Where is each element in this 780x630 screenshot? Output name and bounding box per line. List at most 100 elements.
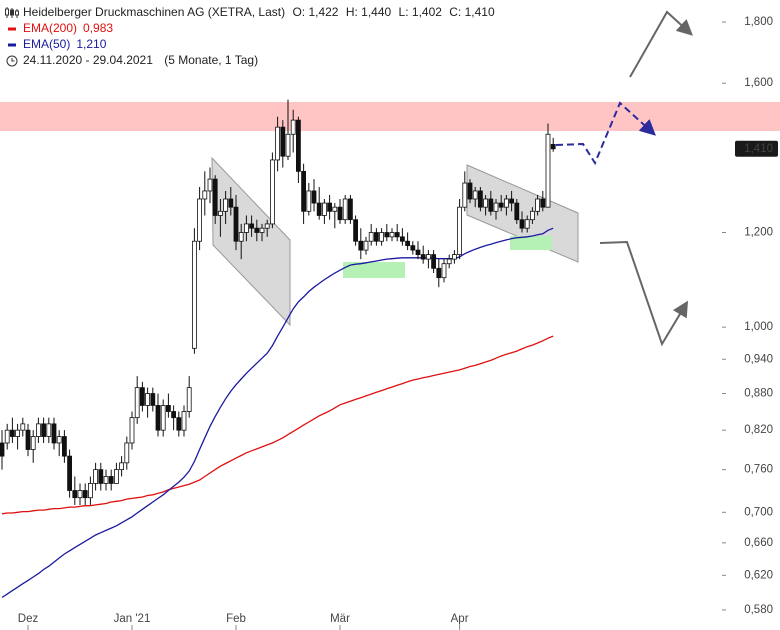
y-tick-label: 0,880 — [744, 388, 773, 400]
x-tick-label: Mär — [330, 613, 350, 625]
candle-body — [535, 198, 540, 212]
candle-body — [212, 178, 218, 216]
candle-body — [457, 206, 463, 255]
scenario-arrow — [599, 240, 689, 347]
candle-body — [524, 219, 530, 229]
axis: 0,580 0,620 0,660 0,700 0,760 0,820 0,880 0,940… — [18, 16, 778, 630]
candle-body — [269, 159, 275, 225]
candle-body — [25, 429, 31, 450]
legend-value: 0,983 — [83, 21, 113, 35]
candle-body — [483, 198, 489, 208]
candle-body — [264, 223, 270, 229]
date-line: 24.11.2020 - 29.04.2021 (5 Monate, 1 Tag… — [23, 53, 258, 67]
candle-body — [134, 387, 140, 419]
candle-body — [301, 170, 307, 212]
clock-icon — [6, 55, 18, 67]
candle-body — [129, 417, 135, 444]
candle-body — [88, 483, 93, 499]
support-box — [343, 262, 405, 278]
candle-body — [62, 436, 67, 457]
legend-swatch — [8, 27, 16, 31]
candle-body — [316, 202, 322, 216]
candle-body — [503, 198, 509, 208]
candle-body — [285, 133, 291, 157]
header-line: Heidelberger Druckmaschinen AG (XETRA, L… — [23, 5, 495, 19]
candle-body — [15, 429, 21, 437]
candle-body — [327, 202, 333, 212]
candle-body — [540, 198, 546, 208]
candle-body — [410, 245, 416, 251]
candle-body — [436, 267, 442, 279]
candle-body — [368, 232, 374, 242]
candle-body — [358, 240, 364, 251]
candle-body — [462, 182, 468, 208]
candle-body — [420, 254, 426, 260]
candle-body — [223, 198, 229, 212]
candle-body — [9, 429, 15, 437]
candle-body — [399, 236, 405, 242]
ema-line — [1, 335, 554, 515]
candle-body — [446, 258, 452, 265]
candle-body — [295, 119, 301, 172]
candle-body — [509, 198, 515, 204]
candle-body — [191, 240, 197, 349]
candle-body — [155, 405, 161, 431]
candle-body — [72, 490, 78, 499]
candle-body — [347, 198, 353, 221]
candle-body — [145, 393, 151, 406]
ohlc: H: 1,440 — [346, 5, 392, 19]
candle-body — [311, 190, 317, 204]
candle-body — [181, 411, 187, 431]
date-range: 24.11.2020 - 29.04.2021 — [23, 53, 153, 67]
y-tick-label: 1,200 — [744, 227, 773, 239]
channel — [211, 156, 291, 327]
candle-body — [290, 119, 296, 135]
candle-body — [51, 423, 57, 444]
candle-body — [30, 436, 36, 450]
ema-line — [1, 227, 554, 599]
legend-name: EMA(50) — [23, 37, 70, 51]
candle-body — [217, 210, 223, 216]
legend-name: EMA(200) — [23, 21, 77, 35]
candle-body — [477, 190, 483, 208]
price-tag — [735, 140, 778, 157]
y-tick-label: 1,600 — [744, 77, 773, 89]
scenario-arrow — [555, 101, 656, 166]
candle-body — [431, 254, 437, 269]
candle-body — [249, 223, 255, 229]
resistance-zone — [0, 102, 780, 131]
candle-body — [384, 232, 390, 238]
candle-body — [119, 462, 124, 471]
y-tick-label: 0,580 — [744, 604, 773, 616]
candle-body — [20, 423, 26, 431]
candle-body — [202, 190, 208, 200]
clock-icon — [11, 58, 15, 62]
candle-body — [139, 387, 145, 406]
legend-entry: EMA(200) 0,983 — [23, 21, 113, 35]
candle-body — [165, 405, 171, 412]
candle-body — [41, 423, 46, 437]
plot — [0, 99, 556, 599]
candle-body — [36, 423, 41, 437]
candle-body — [124, 442, 130, 464]
candle-body — [93, 469, 98, 484]
candle-body — [103, 476, 109, 484]
scenario-arrow — [629, 10, 693, 78]
legend: EMA(200) 0,983 EMA(50) 1,210 — [8, 21, 113, 51]
candle-body — [77, 490, 83, 499]
y-tick-label: 1,000 — [744, 321, 773, 333]
icon — [5, 7, 19, 18]
candle-body — [186, 387, 192, 412]
candle-body — [67, 455, 72, 491]
candle-body — [363, 240, 369, 251]
candle-body — [56, 436, 62, 444]
candle-body — [238, 232, 244, 242]
candle-body — [353, 219, 359, 242]
candle-body — [441, 263, 447, 279]
candle-body — [150, 393, 156, 406]
candle-body — [254, 227, 260, 233]
legend-entry: EMA(50) 1,210 — [23, 37, 107, 51]
legend-value: 1,210 — [76, 37, 106, 51]
